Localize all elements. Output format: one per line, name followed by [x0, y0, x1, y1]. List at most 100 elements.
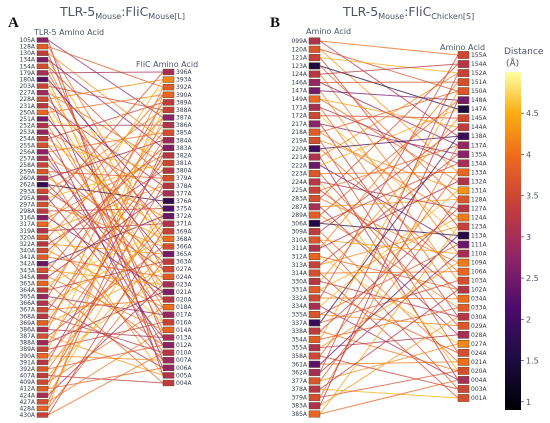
panel-b-left-label-2: 121A: [291, 55, 307, 62]
panel-b-link-8: [319, 63, 459, 75]
colorbar-tick-label-2: 2: [526, 315, 531, 324]
panel-b-left-axis-title: Amino Acid: [306, 27, 351, 36]
panel-a-left-node-37: [36, 280, 49, 287]
panel-a-link-54: [47, 154, 164, 219]
panel-b-link-65: [319, 190, 459, 307]
panel-a-right-node-26: [162, 266, 175, 273]
panel-a-right-node-11: [162, 152, 175, 159]
panel-b-link-29: [319, 156, 459, 381]
panel-b-right-node-4: [457, 87, 470, 95]
panel-b-right-node-8: [457, 123, 470, 132]
panel-b-right-label-2: 152A: [471, 70, 487, 77]
panel-a-right-label-10: 383A: [176, 145, 192, 152]
panel-b-right-label-16: 128A: [471, 196, 487, 203]
panel-b-right-label-7: 145A: [471, 115, 487, 122]
panel-b-left-label-15: 222A: [291, 162, 307, 169]
panel-a-link-78: [47, 296, 164, 316]
panel-b-link-7: [319, 65, 459, 200]
panel-b-right-node-0: [457, 51, 470, 59]
panel-label-b: B: [270, 15, 280, 31]
panel-b-link-70: [319, 330, 459, 372]
panel-b-left-label-9: 172A: [291, 113, 307, 120]
panel-b-link-83: [319, 199, 459, 382]
panel-a-right-label-25: 363A: [176, 259, 192, 266]
panel-b-right-node-28: [457, 303, 470, 312]
panel-b-link-5: [319, 57, 459, 74]
panel-b-right-node-23: [457, 258, 470, 267]
panel-b-link-1: [319, 40, 459, 137]
panel-b-left-label-31: 332A: [291, 295, 307, 302]
panel-b-left-node-20: [308, 203, 321, 211]
panel-a-left-label-33: 341A: [19, 254, 35, 261]
panel-a-right-label-24: 365A: [176, 251, 192, 258]
panel-a-left-node-39: [36, 293, 49, 300]
panel-b-left-label-6: 147A: [291, 88, 307, 95]
panel-b-right-label-36: 004A: [471, 377, 487, 384]
panel-b-link-77: [319, 355, 459, 390]
panel-a-link-58: [47, 223, 164, 232]
panel-a-left-label-31: 322A: [19, 241, 35, 248]
panel-b-left-node-32: [308, 302, 321, 310]
panel-a-link-36: [47, 157, 164, 217]
panel-b-left-label-23: 309A: [291, 229, 307, 236]
panel-b-link-75: [319, 262, 459, 349]
panel-a-link-92: [47, 177, 164, 343]
panel-a-left-node-35: [36, 267, 49, 273]
panel-a-left-node-51: [36, 372, 49, 379]
panel-a-left-node-33: [36, 254, 49, 260]
panel-a-link-110: [47, 329, 164, 403]
panel-a-link-44: [47, 184, 164, 202]
panel-a-left-node-23: [36, 188, 49, 194]
panel-a-left-node-5: [36, 70, 49, 76]
panel-a-link-18: [47, 98, 164, 225]
panel-b-left-node-8: [308, 103, 321, 111]
panel-a-right-label-15: 378A: [176, 183, 192, 190]
panel-a-left-label-24: 295A: [19, 195, 35, 202]
panel-a-link-11: [47, 72, 164, 270]
panel-a-right-label-36: 012A: [176, 342, 192, 349]
panel-a-right-label-39: 006A: [176, 365, 192, 372]
panel-b-link-12: [319, 90, 459, 281]
panel-a-right-node-4: [162, 99, 175, 106]
panel-b-left-label-12: 219A: [291, 137, 307, 144]
panel-a-left-label-46: 388A: [19, 340, 35, 347]
panel-a-left-node-17: [36, 149, 49, 155]
panel-b-right-label-20: 113A: [471, 233, 487, 240]
panel-a-left-label-37: 363A: [19, 280, 35, 287]
colorbar-title: Distance: [504, 47, 544, 57]
panel-a-left-label-22: 262A: [19, 182, 35, 189]
panel-a-right-label-13: 380A: [176, 168, 192, 175]
panel-b-right-node-17: [457, 204, 470, 213]
panel-a-link-109: [47, 208, 164, 396]
panel-b-right-node-35: [457, 367, 470, 375]
panel-b-right-node-26: [457, 285, 470, 294]
panel-a-right-node-3: [162, 91, 175, 98]
panel-b-link-31: [319, 108, 459, 166]
panel-a-right-label-20: 371A: [176, 221, 192, 228]
panel-a-right-label-11: 382A: [176, 152, 192, 159]
panel-a-link-31: [47, 101, 164, 140]
panel-b-left-node-28: [308, 269, 321, 277]
panel-a-right-node-23: [162, 243, 175, 250]
colorbar-tick-label-3: 2.5: [526, 274, 539, 283]
panel-a-left-node-10: [36, 103, 49, 109]
panel-b-right-node-27: [457, 294, 470, 303]
panel-a-right-node-27: [162, 273, 175, 280]
panel-b-left-node-15: [308, 161, 321, 169]
panel-b-link-34: [319, 181, 459, 209]
panel-b-right-node-18: [457, 213, 470, 222]
panel-a-left-node-16: [36, 142, 49, 148]
panel-b-right-node-3: [457, 78, 470, 86]
panel-b-left-node-18: [308, 186, 321, 194]
colorbar-tick-label-4: 3: [526, 233, 531, 242]
panel-a-left-label-48: 390A: [19, 353, 35, 360]
panel-b-left-node-13: [308, 145, 321, 153]
panel-a-right-label-33: 016A: [176, 319, 192, 326]
panel-a-left-node-2: [36, 50, 49, 56]
panel-a-link-10: [47, 71, 164, 74]
panel-b-link-69: [319, 280, 459, 324]
panel-b-left-label-21: 289A: [291, 212, 307, 219]
panel-b-right-label-31: 028A: [471, 332, 487, 339]
panel-b-left-node-39: [308, 360, 321, 368]
panel-b-right-label-25: 103A: [471, 278, 487, 285]
